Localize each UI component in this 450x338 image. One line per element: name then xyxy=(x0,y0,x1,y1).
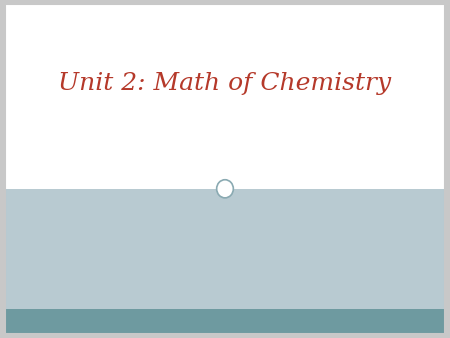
Text: Unit 2: Math of Chemistry: Unit 2: Math of Chemistry xyxy=(58,72,392,95)
Bar xyxy=(5,189,445,309)
Ellipse shape xyxy=(216,180,234,198)
Bar xyxy=(5,309,445,334)
Bar xyxy=(5,4,445,189)
